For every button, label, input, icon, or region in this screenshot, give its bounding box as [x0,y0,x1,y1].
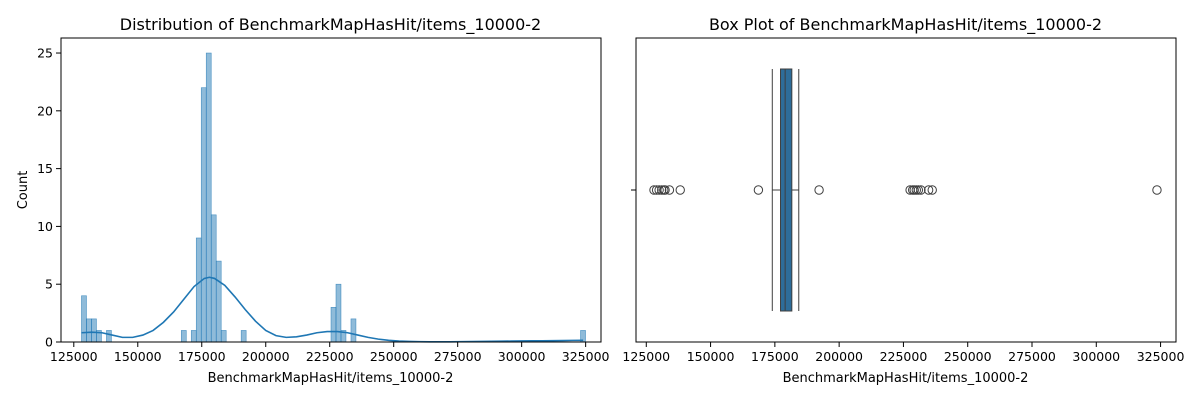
histogram-bars [81,52,586,343]
outlier-point [927,185,937,195]
x-tick-label: 175000 [178,349,226,364]
boxplot-x-ticks: 125000 150000 175000 200000 225000 250000 2750… [622,342,1184,364]
y-tick-label: 25 [37,46,53,61]
outlier-point [649,185,659,195]
x-tick-label: 300000 [1072,349,1120,364]
histogram-bar [215,260,222,343]
y-tick-label: 15 [37,161,53,176]
boxplot-outliers [649,185,1162,195]
x-tick-label: 225000 [880,349,928,364]
x-tick-label: 275000 [434,349,482,364]
outlier-point [675,185,685,195]
outlier-point [913,185,924,195]
histogram-y-ticks: 0 5 10 15 20 25 [37,46,61,350]
y-tick-label: 0 [45,335,53,350]
histogram-y-label: Count [16,171,31,210]
iqr-box [780,68,793,312]
boxplot-x-label: BenchmarkMapHasHit/items_10000-2 [783,371,1029,386]
histogram-bar [335,283,342,343]
x-tick-label: 125000 [50,349,98,364]
x-tick-label: 150000 [114,349,162,364]
boxplot-panel: Box Plot of BenchmarkMapHasHit/items_100… [622,15,1184,386]
x-tick-label: 325000 [1137,349,1185,364]
histogram-title: Distribution of BenchmarkMapHasHit/items… [120,15,541,35]
x-tick-label: 225000 [306,349,354,364]
kde-curve-group [81,276,584,343]
histogram-axes-frame [60,37,602,343]
y-tick-label: 10 [37,219,53,234]
boxplot-title: Box Plot of BenchmarkMapHasHit/items_100… [709,15,1102,35]
outlier-point [753,185,764,195]
x-tick-label: 275000 [1008,349,1056,364]
boxplot-box-group [771,68,800,312]
x-tick-label: 200000 [242,349,290,364]
histogram-bar [195,237,202,343]
histogram-x-ticks: 125000 150000 175000 200000 225000 250000 2750… [50,342,610,364]
kde-curve [81,276,584,343]
x-tick-label: 200000 [815,349,863,364]
histogram-bar [106,330,112,343]
x-tick-label: 250000 [370,349,418,364]
x-tick-label: 325000 [562,349,610,364]
histogram-x-label: BenchmarkMapHasHit/items_10000-2 [208,371,454,386]
outlier-point [660,185,670,195]
histogram-bar [86,318,92,343]
x-tick-label: 300000 [498,349,546,364]
outlier-point [814,185,824,195]
histogram-bar [81,295,87,343]
histogram-bar [220,330,227,343]
outlier-point [923,185,934,195]
histogram-bar [350,318,357,343]
histogram-bar [190,330,197,343]
y-tick-label: 5 [45,277,53,292]
histogram-bar [205,52,212,343]
x-tick-label: 125000 [622,349,670,364]
histogram-bar [91,318,97,343]
histogram-bar [200,87,207,343]
x-tick-label: 150000 [687,349,735,364]
outlier-point [654,185,664,195]
y-tick-label: 20 [37,103,53,118]
outlier-point [664,185,675,195]
x-tick-label: 175000 [751,349,799,364]
histogram-bar [180,330,187,343]
histogram-bar [240,330,247,343]
outlier-point [916,185,926,195]
outlier-point [1152,185,1162,195]
histogram-panel: Distribution of BenchmarkMapHasHit/items… [16,15,610,386]
x-tick-label: 250000 [944,349,992,364]
histogram-bar [330,307,337,343]
